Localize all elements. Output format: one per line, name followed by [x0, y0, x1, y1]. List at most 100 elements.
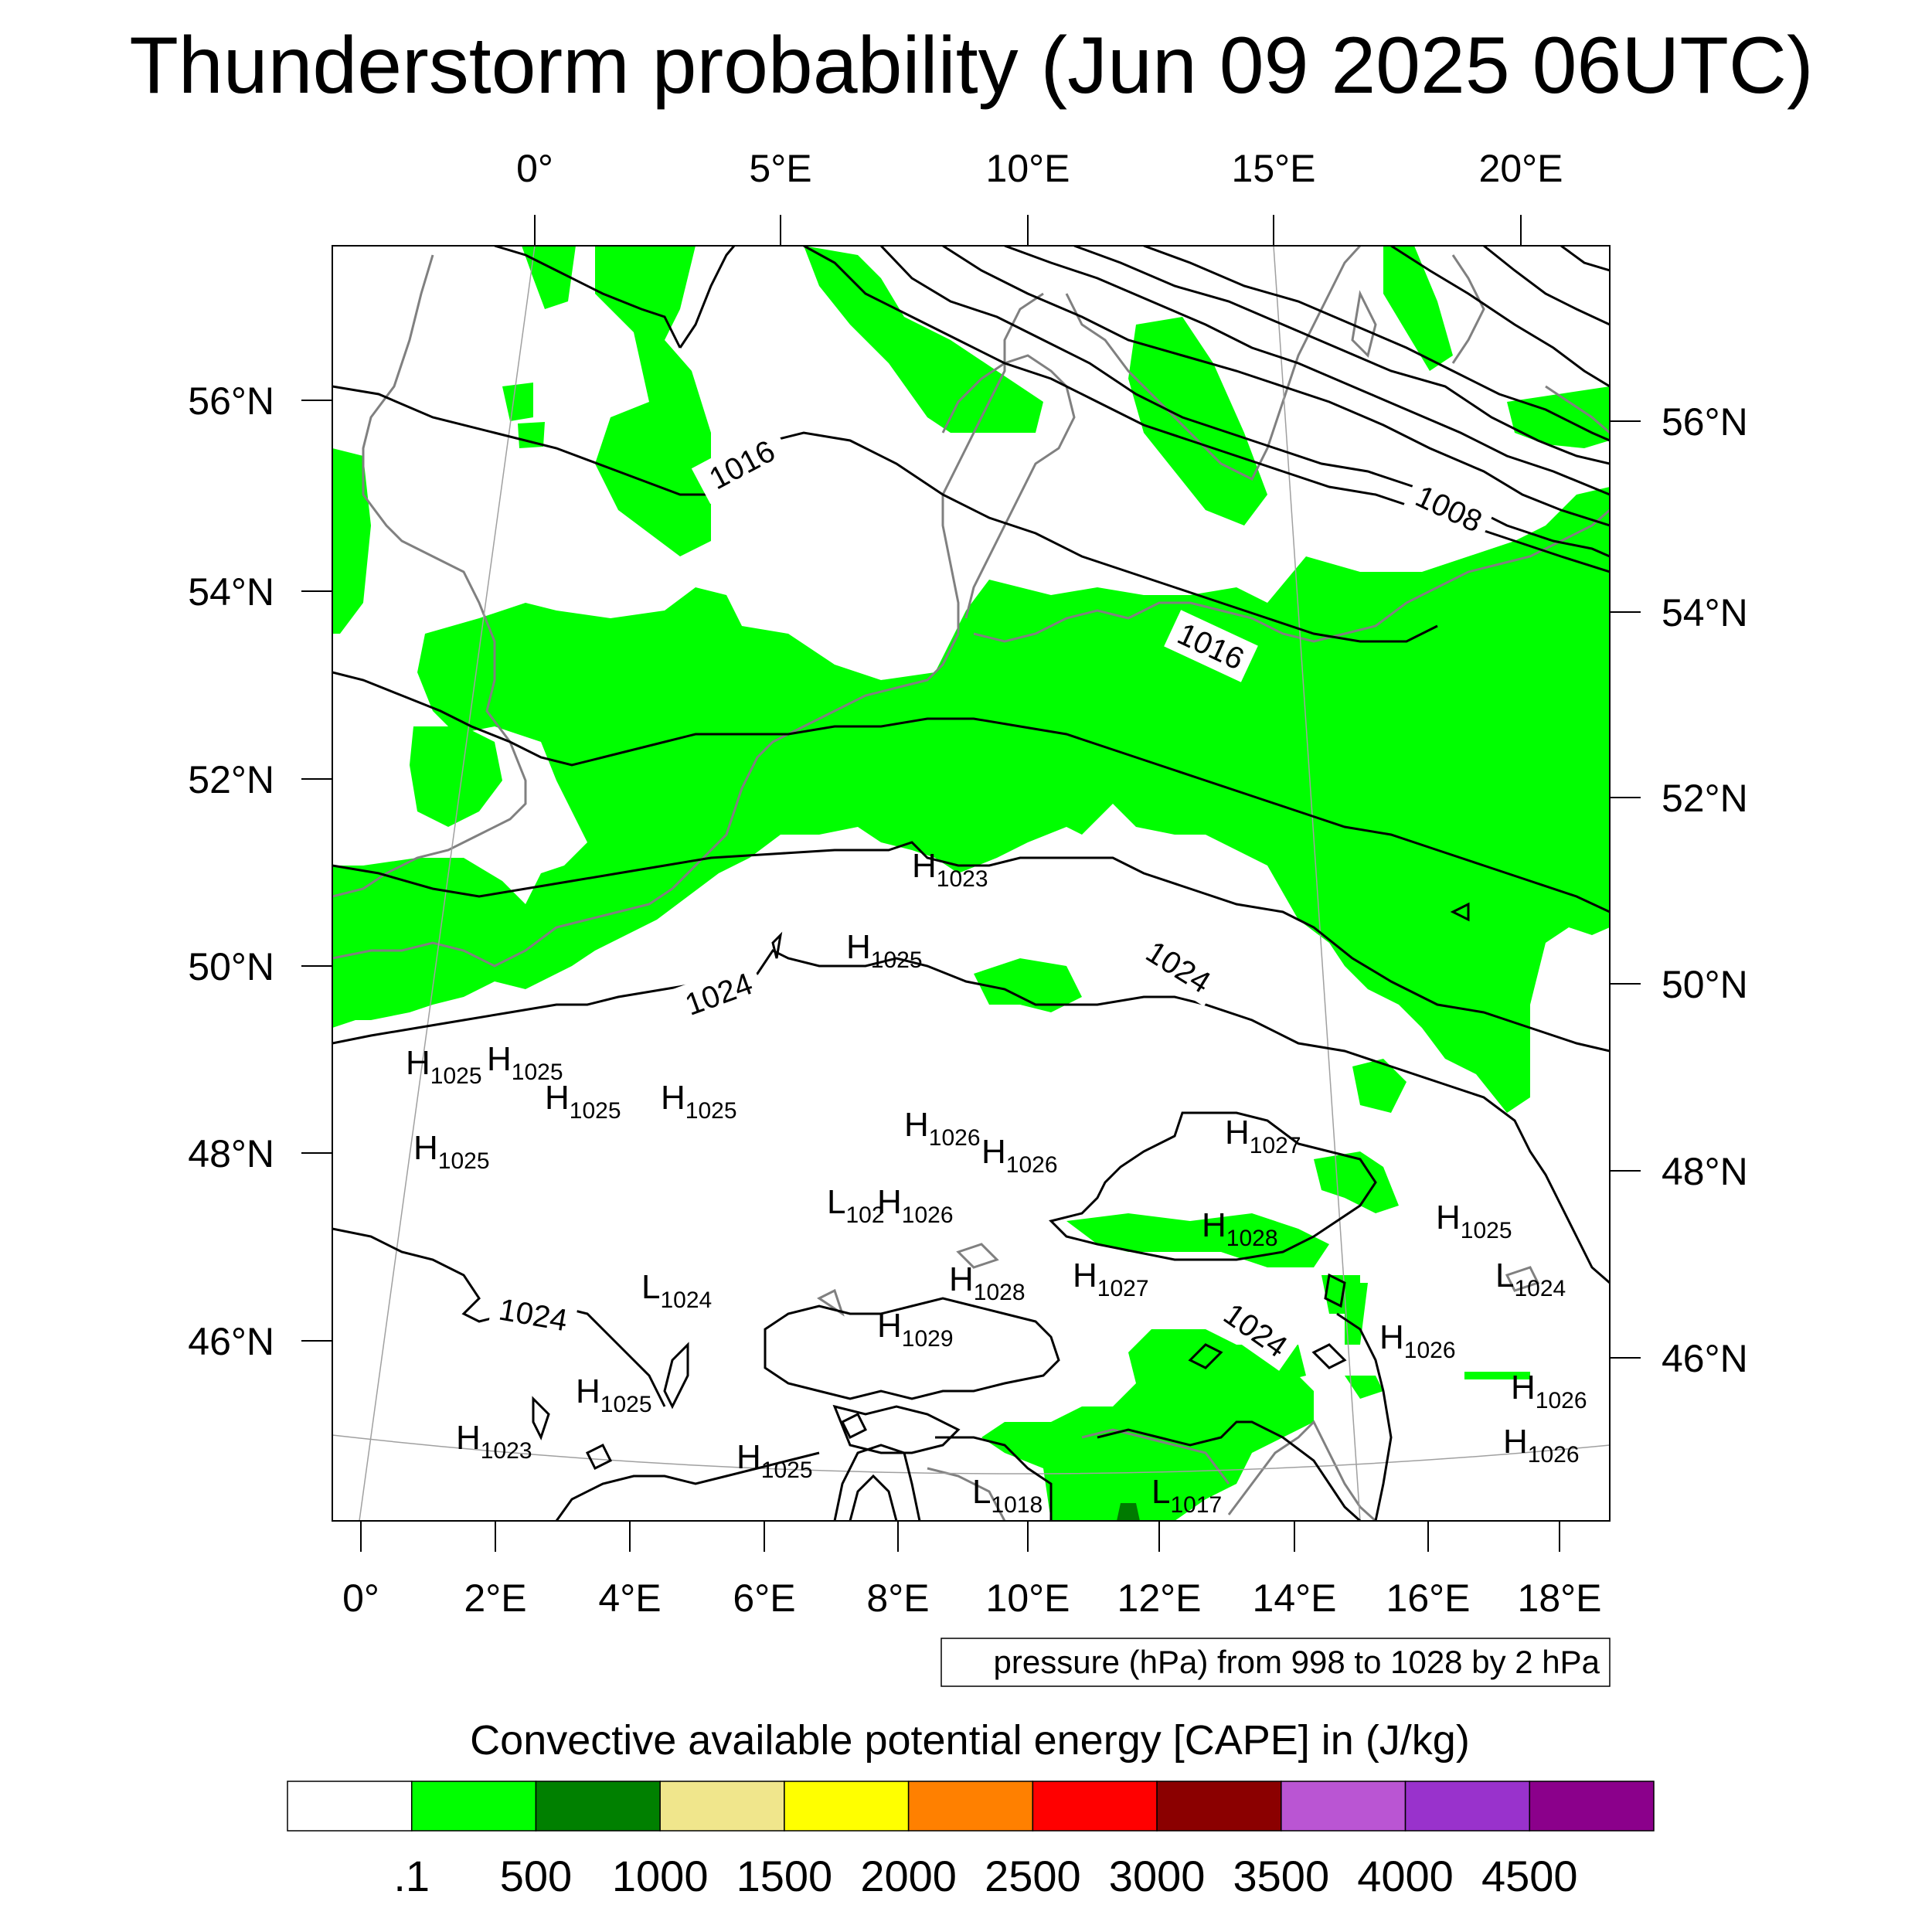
- pressure-center-L-1017: L1017: [1151, 1473, 1222, 1518]
- top-lon-tick-label: 10°E: [986, 147, 1070, 190]
- isobar-7: [1004, 246, 1610, 496]
- colorbar-swatch: [1156, 1781, 1282, 1832]
- cape-region-north-sea-4: [518, 422, 545, 448]
- bottom-lon-tick-label: 16°E: [1386, 1577, 1471, 1620]
- coast-lake-1: [956, 1243, 999, 1269]
- bottom-lon-tick-label: 8°E: [866, 1577, 929, 1620]
- figure-title: Thunderstorm probability (Jun 09 2025 06…: [129, 21, 1813, 111]
- isobar-24: [555, 1451, 820, 1521]
- top-axis: [534, 215, 1522, 246]
- colorbar: .1 500 1000 1500 2000 2500 3000 3500 4000 4500: [287, 1781, 1655, 1900]
- bottom-axis: [360, 1521, 1560, 1552]
- isobar-29: [663, 1342, 689, 1410]
- coast-channel-france: [332, 292, 1044, 968]
- bottom-lon-tick-label: 0°: [342, 1577, 379, 1620]
- isobar-3: [679, 246, 736, 349]
- isobar-11: [1483, 246, 1610, 326]
- isobar-13: [332, 671, 1610, 913]
- meridian-15E: [1273, 246, 1361, 1521]
- pressure-center-H-1026-c: H1026: [877, 1183, 954, 1228]
- top-lon-tick-label: 0°: [516, 147, 553, 190]
- bottom-axis-labels: 0° 2°E 4°E 6°E 8°E 10°E 12°E 14°E 16°E 1…: [342, 1577, 1601, 1620]
- cape-region-main-band: [332, 487, 1610, 1113]
- colorbar-tick-label: 500: [500, 1852, 572, 1900]
- left-axis: [301, 400, 332, 1342]
- colorbar-tick-label: 4500: [1481, 1852, 1578, 1900]
- pressure-center-L-1024-east: L1024: [1495, 1257, 1566, 1301]
- left-lat-tick-label: 50°N: [188, 945, 274, 988]
- pressure-center-H-1027-east: H1027: [1225, 1114, 1301, 1158]
- colorbar-tick-label: 1500: [736, 1852, 833, 1900]
- left-lat-tick-label: 46°N: [188, 1320, 274, 1363]
- pressure-center-L-1024-west: L1024: [641, 1268, 712, 1313]
- isobar-23: [849, 1474, 898, 1521]
- pressure-center-L-102: L102: [827, 1183, 885, 1228]
- coast-lake-3: [1505, 1266, 1540, 1292]
- cape-region-east: [1507, 386, 1610, 448]
- colorbar-tick-label: 4000: [1357, 1852, 1454, 1900]
- top-lon-tick-label: 5°E: [749, 147, 811, 190]
- colorbar-swatch: [907, 1781, 1034, 1832]
- bottom-lon-tick-label: 6°E: [733, 1577, 795, 1620]
- cape-shading: [332, 246, 1610, 1521]
- contour-info-text: pressure (hPa) from 998 to 1028 by 2 hPa: [994, 1644, 1600, 1680]
- bottom-lon-tick-label: 10°E: [986, 1577, 1070, 1620]
- coast-denmark: [941, 354, 1076, 619]
- colorbar-title: Convective available potential energy [C…: [470, 1717, 1470, 1764]
- pressure-center-H-1026-f: H1026: [1503, 1423, 1580, 1468]
- isobar-25: [1336, 1312, 1393, 1521]
- cape-region-channel: [410, 726, 502, 827]
- contour-info-box: [940, 1638, 1611, 1687]
- bottom-lon-tick-label: 18°E: [1518, 1577, 1602, 1620]
- left-axis-labels: 56°N 54°N 52°N 50°N 48°N 46°N: [188, 379, 274, 1363]
- top-axis-labels: 0° 5°E 10°E 15°E 20°E: [516, 147, 1563, 190]
- pressure-center-H-1025-north: H1025: [846, 928, 923, 973]
- cape-region-sweden: [1128, 317, 1267, 526]
- colorbar-swatch: [1281, 1781, 1406, 1832]
- left-lat-tick-label: 48°N: [188, 1132, 274, 1175]
- pressure-center-H-1025-west-1: H1025: [406, 1044, 482, 1089]
- isobar-20: [935, 1436, 1053, 1521]
- isobar-8: [1073, 246, 1610, 465]
- cape-region-north-sea: [522, 246, 576, 309]
- coast-baltic-south: [973, 509, 1610, 643]
- isobars: [332, 246, 1610, 1521]
- pressure-center-H-1025-south-2: H1025: [736, 1438, 813, 1483]
- isobar-18: [764, 1297, 1060, 1400]
- cape-region-west-edge: [332, 448, 371, 634]
- isobar-9: [1143, 246, 1610, 442]
- pressure-center-H-1025-far-east: H1025: [1436, 1199, 1512, 1243]
- pressure-center-H-1029: H1029: [877, 1307, 954, 1352]
- isobar-1: [332, 385, 1438, 643]
- cape-region-hungary: [1345, 1376, 1383, 1399]
- coast-mediterranean: [927, 1467, 1006, 1521]
- cape-region-baltic: [1383, 246, 1453, 371]
- colorbar-swatch: [1404, 1781, 1531, 1832]
- right-lat-tick-label: 54°N: [1662, 591, 1748, 634]
- colorbar-tick-label: 3500: [1233, 1852, 1330, 1900]
- pressure-center-H-1028-south: H1028: [949, 1260, 1026, 1305]
- pressure-center-H-1027-south: H1027: [1073, 1257, 1149, 1301]
- coast-baltic-states: [1545, 385, 1610, 434]
- right-lat-tick-label: 46°N: [1662, 1337, 1748, 1380]
- colorbar-tick-label: 2000: [860, 1852, 957, 1900]
- bottom-lon-tick-label: 12°E: [1117, 1577, 1202, 1620]
- isobar-31: [585, 1443, 613, 1471]
- map-frame: [332, 245, 1611, 1522]
- right-lat-tick-label: 56°N: [1662, 400, 1748, 444]
- coast-italy: [1081, 1428, 1230, 1485]
- isobar-32: [1450, 902, 1470, 922]
- left-lat-tick-label: 52°N: [188, 758, 274, 801]
- left-lat-tick-label: 56°N: [188, 379, 274, 423]
- right-lat-tick-label: 52°N: [1662, 777, 1748, 820]
- pressure-center-L-1018: L1018: [972, 1473, 1043, 1518]
- right-axis-labels: 56°N 54°N 52°N 50°N 48°N 46°N: [1662, 400, 1748, 1380]
- isobar-10: [1390, 246, 1610, 388]
- isobar-21: [1097, 1420, 1362, 1521]
- pressure-center-H-1023-north: H1023: [912, 847, 988, 892]
- coast-finland: [1451, 254, 1485, 364]
- bottom-lon-tick-label: 4°E: [598, 1577, 661, 1620]
- colorbar-tick-label: 2500: [985, 1852, 1081, 1900]
- isobar-22: [833, 1444, 921, 1521]
